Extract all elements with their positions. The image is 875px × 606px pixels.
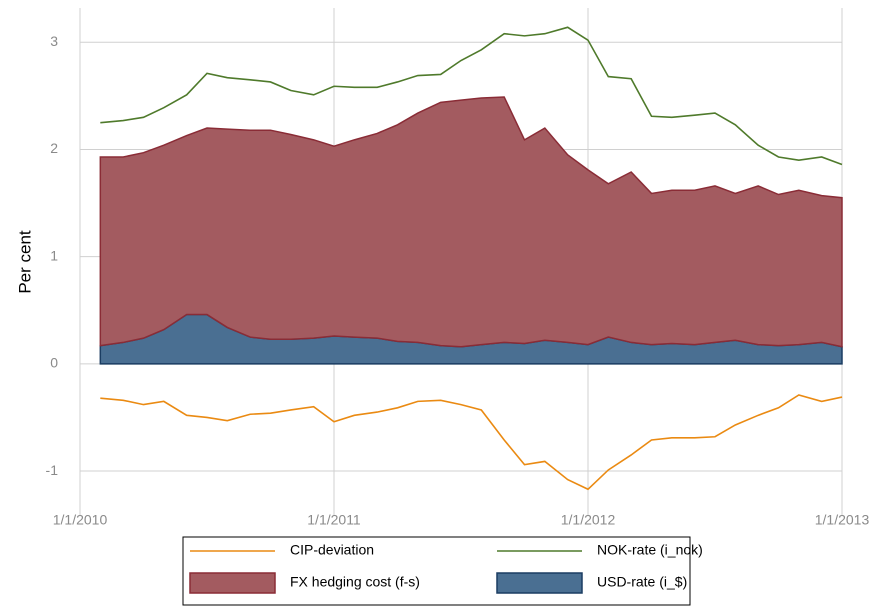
y-tick-label: 0 [50,355,58,371]
y-tick-label: 1 [50,247,58,263]
x-tick-label: 1/1/2013 [815,512,870,528]
y-tick-label: -1 [46,462,59,478]
x-tick-label: 1/1/2011 [307,512,361,528]
x-tick-label: 1/1/2010 [53,512,108,528]
line [100,26,843,166]
legend-swatch [189,572,276,594]
legend-label: NOK-rate (i_nok) [597,542,703,558]
legend-label: FX hedging cost (f-s) [290,574,420,590]
x-tick-label: 1/1/2012 [561,512,616,528]
y-tick-label: 2 [50,140,58,156]
legend-label: CIP-deviation [290,542,374,558]
legend-label: USD-rate (i_$) [597,574,687,590]
y-axis-label: Per cent [15,230,34,294]
legend-swatch [496,572,583,594]
y-tick-label: 3 [50,33,58,49]
line [100,394,843,491]
area [99,96,843,348]
